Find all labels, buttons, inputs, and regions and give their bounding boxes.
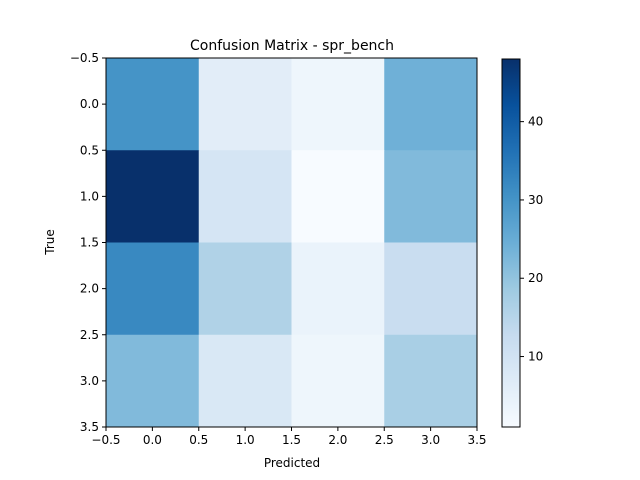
colorbar-ticks: 10 20 30 40 — [520, 115, 543, 364]
heatmap-cell — [384, 334, 478, 428]
colorbar — [501, 58, 521, 428]
heatmap-cell — [198, 58, 292, 151]
heatmap-cell — [384, 58, 478, 151]
heatmap-cell — [106, 58, 200, 151]
heatmap-cell — [384, 242, 478, 336]
x-tick-label: 2.5 — [375, 433, 394, 447]
heatmap-cell — [198, 334, 292, 428]
y-tick-label: 2.5 — [80, 328, 99, 342]
heatmap-cell — [106, 150, 200, 243]
x-axis-label: Predicted — [264, 456, 320, 470]
heatmap-cell — [198, 150, 292, 243]
x-tick-label: 1.5 — [282, 433, 301, 447]
heatmap-cell — [291, 58, 385, 151]
colorbar-tick-label: 10 — [528, 350, 543, 364]
heatmap-cell — [291, 334, 385, 428]
x-tick-label: 3.5 — [467, 433, 486, 447]
y-tick-label: 0.0 — [80, 97, 99, 111]
colorbar-tick-label: 30 — [528, 193, 543, 207]
y-tick-label: −0.5 — [70, 51, 99, 65]
heatmap-cell — [384, 150, 478, 243]
heatmap-cell — [291, 242, 385, 336]
x-tick-label: 0.0 — [143, 433, 162, 447]
y-tick-label: 3.0 — [80, 374, 99, 388]
heatmap-cell — [106, 242, 200, 336]
y-axis-label: True — [43, 229, 57, 256]
y-tick-label: 1.0 — [80, 189, 99, 203]
heatmap-cell — [106, 334, 200, 428]
x-tick-label: 2.0 — [328, 433, 347, 447]
x-tick-label: 3.0 — [421, 433, 440, 447]
heatmap-cells — [106, 58, 478, 428]
colorbar-tick-label: 40 — [528, 115, 543, 129]
x-axis-ticks: −0.5 0.0 0.5 1.0 1.5 2.0 2.5 3.0 3.5 — [91, 427, 487, 447]
chart-title: Confusion Matrix - spr_bench — [190, 38, 394, 54]
y-axis-ticks: −0.5 0.0 0.5 1.0 1.5 2.0 2.5 3.0 3.5 — [70, 51, 106, 434]
x-tick-label: −0.5 — [91, 433, 120, 447]
heatmap-cell — [291, 150, 385, 243]
x-tick-label: 1.0 — [236, 433, 255, 447]
y-tick-label: 0.5 — [80, 143, 99, 157]
x-tick-label: 0.5 — [189, 433, 208, 447]
y-tick-label: 2.0 — [80, 282, 99, 296]
y-tick-label: 1.5 — [80, 236, 99, 250]
heatmap-cell — [198, 242, 292, 336]
y-tick-label: 3.5 — [80, 420, 99, 434]
colorbar-tick-label: 20 — [528, 271, 543, 285]
